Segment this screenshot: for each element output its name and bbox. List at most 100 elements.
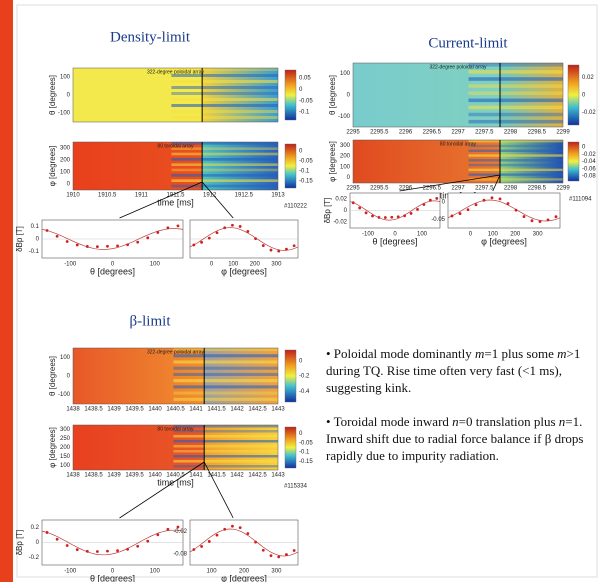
colorbar-label: -0.02 [582,152,596,158]
y-tick-label: -0.1 [29,249,40,255]
heatmap-streak [173,465,278,468]
bullet-text: • Toroidal mode inward [326,414,452,429]
x-tick-label: 2299 [556,130,570,136]
data-point [293,549,296,552]
data-point [384,216,387,219]
heatmap-streak [469,77,564,81]
x-tick-label: 1442 [230,473,244,479]
data-point [531,219,534,222]
x-tick-label: 1440.5 [166,407,185,413]
x-tick-label: 100 [417,232,428,238]
heatmap-streak [173,460,278,463]
y-tick-label: 300 [340,143,351,149]
data-point [352,201,355,204]
data-point [223,528,226,531]
data-point [270,554,273,557]
data-point [451,215,454,218]
data-point [86,550,89,553]
colorbar-label: -0.2 [299,374,310,380]
data-point [262,549,265,552]
data-point [166,528,169,531]
heatmap-streak [469,150,564,152]
data-point [270,249,273,252]
y-tick-label: 100 [60,463,71,469]
side-stripe [0,0,13,582]
x-axis-label: φ [degrees] [221,573,267,582]
data-point [254,237,257,240]
data-point [166,226,169,229]
x-tick-label: 1442 [230,407,244,413]
y-tick-label: -0.08 [173,551,187,557]
heatmap-streak [469,169,564,171]
data-point [156,231,159,234]
heatmap-streak [469,84,564,88]
x-tick-label: 2298.5 [528,130,547,136]
colorbar-label: -0.1 [299,450,310,456]
plot-caption: 80 toroidal array [440,141,477,147]
x-tick-label: 1438.5 [84,407,103,413]
data-point [56,235,59,238]
x-tick-label: 1910 [66,193,80,199]
panel-title: Current-limit [428,35,508,51]
heatmap-streak [469,140,564,142]
data-point [365,211,368,214]
heatmap-streak [171,158,278,161]
x-axis-label: time [ms] [157,477,194,487]
x-tick-label: 2295 [346,186,360,192]
data-point [507,202,510,205]
data-point [177,224,180,227]
x-tick-label: 100 [150,262,161,268]
shot-number: #110222 [284,204,308,210]
y-tick-label: -100 [58,392,71,398]
data-point [390,216,393,219]
y-tick-label: 100 [60,75,71,81]
bullet-text: • Poloidal mode dominantly [326,346,475,361]
heatmap-streak [173,367,278,370]
y-tick-label: 100 [60,355,71,361]
x-tick-label: 1913 [271,193,285,199]
x-tick-label: 1439 [107,407,121,413]
colorbar [285,70,296,120]
x-tick-label: 1439.5 [125,407,144,413]
data-point [76,548,79,551]
x-tick-label: 2295.5 [370,130,389,136]
x-tick-label: 1443 [271,473,285,479]
data-point [200,545,203,548]
data-point [555,215,558,218]
y-axis-label: δBp [T] [15,530,24,556]
y-tick-label: 100 [60,170,71,176]
heatmap-streak [171,110,278,113]
heatmap-streak [173,435,278,438]
y-axis-label: θ [degrees] [48,356,57,396]
x-tick-label: 1440 [148,407,162,413]
colorbar-label: -0.4 [299,389,310,395]
data-point [126,243,129,246]
panel-title: β-limit [130,313,172,329]
data-point [459,212,462,215]
data-point [378,216,381,219]
heatmap-streak [171,92,278,95]
colorbar-label: -0.1 [299,169,310,175]
data-point [208,540,211,543]
data-point [116,244,119,247]
data-point [46,229,49,232]
data-point [293,244,296,247]
figure: Density-limit322-degree poloidal array10… [0,0,601,582]
heatmap-streak [171,169,278,172]
data-point [483,199,486,202]
x-tick-label: 2296.5 [423,130,442,136]
x-tick-label: 2297.5 [475,130,494,136]
heatmap-streak [173,440,278,443]
x-tick-label: 2295.5 [370,186,389,192]
y-axis-label: θ [degrees] [48,75,57,115]
data-point [491,196,494,199]
x-tick-label: 1912.5 [235,193,254,199]
data-point [246,532,249,535]
x-axis-label: θ [degrees] [90,266,135,276]
colorbar-label: -0.05 [299,159,313,165]
heatmap-streak [173,385,278,388]
colorbar [568,65,579,125]
data-point [262,244,265,247]
shot-number: #111094 [569,197,592,203]
heatmap-streak [171,98,278,101]
